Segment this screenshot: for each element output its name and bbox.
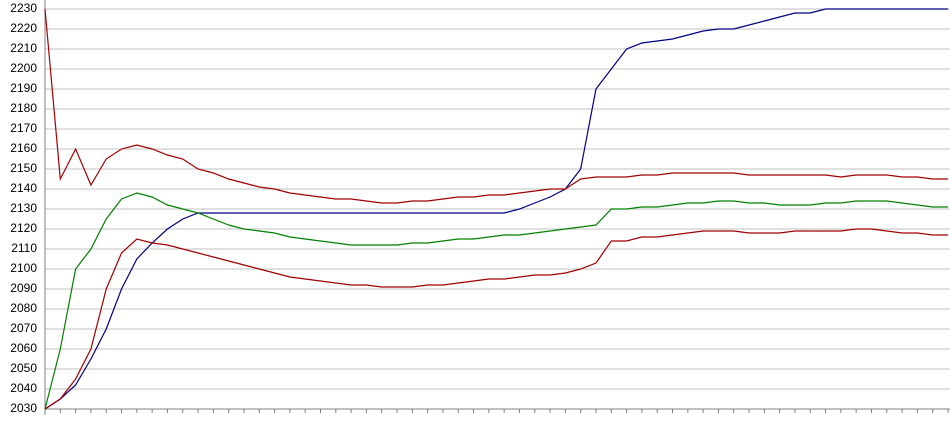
y-tick-label: 2100 xyxy=(10,261,37,275)
y-tick-label: 2190 xyxy=(10,81,37,95)
y-tick-label: 2170 xyxy=(10,121,37,135)
y-tick-label: 2220 xyxy=(10,21,37,35)
y-tick-label: 2180 xyxy=(10,101,37,115)
y-tick-label: 2210 xyxy=(10,41,37,55)
series-line xyxy=(44,8,948,410)
y-tick-label: 2160 xyxy=(10,141,37,155)
series-line xyxy=(44,8,948,204)
series-line xyxy=(44,228,948,410)
y-tick-label: 2120 xyxy=(10,221,37,235)
y-tick-label: 2070 xyxy=(10,321,37,335)
y-tick-label: 2080 xyxy=(10,301,37,315)
y-tick-label: 2140 xyxy=(10,181,37,195)
series-line xyxy=(44,192,948,410)
y-tick-label: 2230 xyxy=(10,1,37,15)
y-tick-label: 2110 xyxy=(11,241,37,255)
y-tick-label: 2130 xyxy=(10,201,37,215)
y-tick-label: 2200 xyxy=(10,61,37,75)
y-tick-label: 2060 xyxy=(10,341,37,355)
y-tick-label: 2150 xyxy=(10,161,37,175)
y-tick-label: 2050 xyxy=(10,361,37,375)
y-tick-label: 2090 xyxy=(10,281,37,295)
y-tick-label: 2030 xyxy=(10,401,37,415)
y-tick-label: 2040 xyxy=(10,381,37,395)
